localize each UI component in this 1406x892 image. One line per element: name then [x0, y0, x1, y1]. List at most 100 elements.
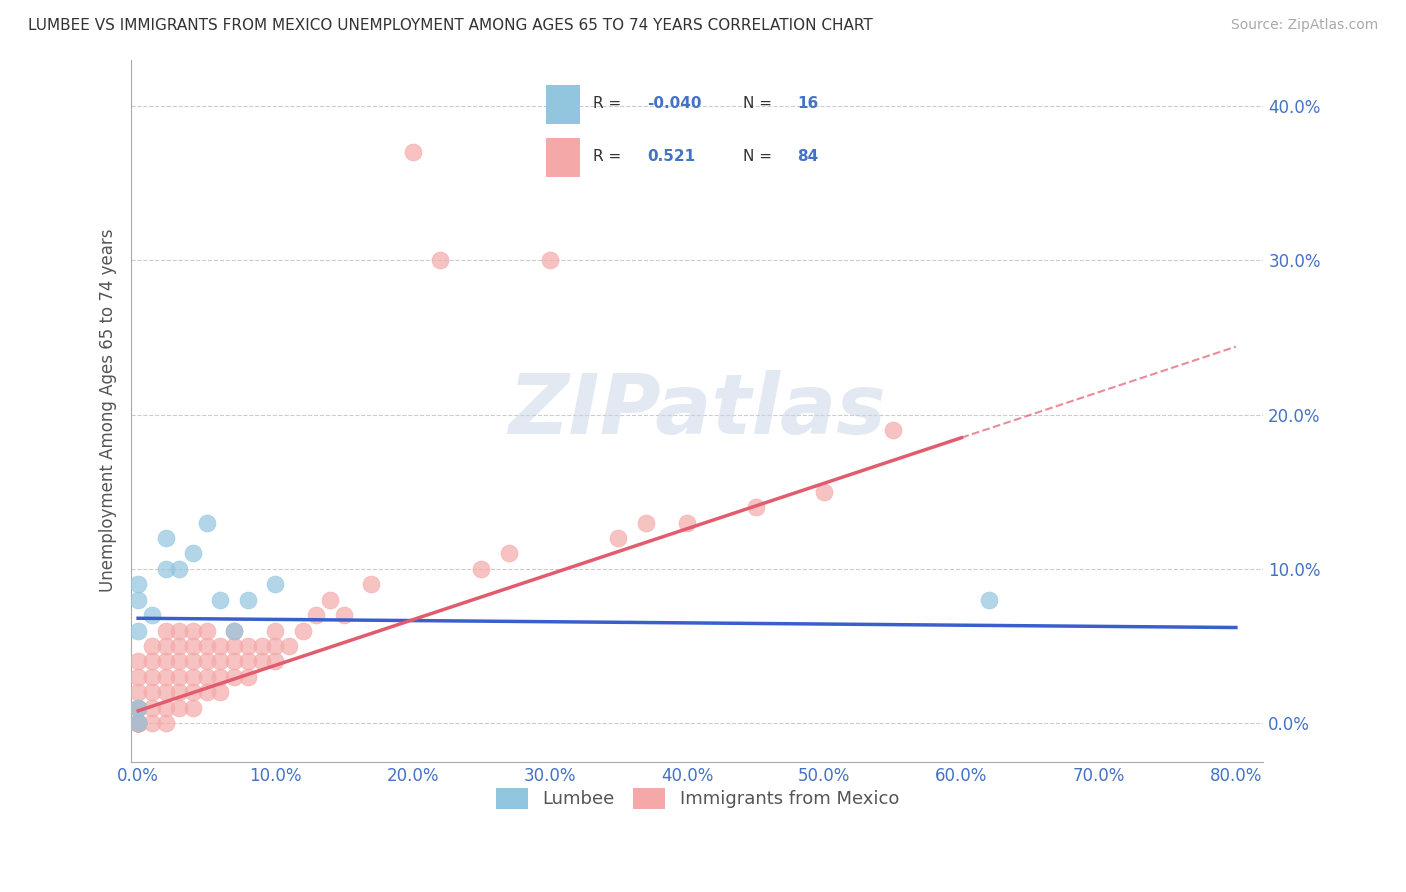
Point: [127, 716, 149, 731]
Point: [236, 639, 259, 653]
Point: [744, 500, 766, 515]
Point: [169, 562, 191, 576]
Point: [127, 624, 149, 638]
Point: [224, 639, 246, 653]
Point: [127, 716, 149, 731]
Point: [977, 592, 1000, 607]
Point: [607, 531, 630, 545]
Point: [264, 655, 287, 669]
Point: [127, 700, 149, 714]
Point: [236, 670, 259, 684]
Point: [155, 531, 177, 545]
Point: [127, 716, 149, 731]
Point: [498, 546, 520, 560]
Y-axis label: Unemployment Among Ages 65 to 74 years: Unemployment Among Ages 65 to 74 years: [100, 229, 117, 592]
Point: [127, 716, 149, 731]
Point: [169, 655, 191, 669]
Point: [155, 700, 177, 714]
Point: [224, 624, 246, 638]
Point: [181, 700, 204, 714]
Text: ZIPatlas: ZIPatlas: [509, 370, 886, 451]
Point: [127, 716, 149, 731]
Point: [401, 145, 423, 160]
Point: [155, 716, 177, 731]
Point: [127, 716, 149, 731]
Point: [195, 624, 218, 638]
Point: [195, 655, 218, 669]
Point: [169, 700, 191, 714]
Point: [127, 716, 149, 731]
Point: [127, 577, 149, 591]
Point: [169, 670, 191, 684]
Point: [264, 639, 287, 653]
Point: [319, 592, 342, 607]
Point: [169, 639, 191, 653]
Point: [181, 670, 204, 684]
Point: [195, 685, 218, 699]
Point: [127, 716, 149, 731]
Point: [634, 516, 657, 530]
Point: [127, 685, 149, 699]
Point: [209, 639, 232, 653]
Point: [127, 716, 149, 731]
Point: [155, 624, 177, 638]
Text: LUMBEE VS IMMIGRANTS FROM MEXICO UNEMPLOYMENT AMONG AGES 65 TO 74 YEARS CORRELAT: LUMBEE VS IMMIGRANTS FROM MEXICO UNEMPLO…: [28, 18, 873, 33]
Point: [141, 716, 163, 731]
Point: [127, 716, 149, 731]
Point: [209, 592, 232, 607]
Text: Source: ZipAtlas.com: Source: ZipAtlas.com: [1230, 18, 1378, 32]
Point: [127, 670, 149, 684]
Point: [141, 700, 163, 714]
Point: [209, 670, 232, 684]
Point: [470, 562, 492, 576]
Point: [264, 577, 287, 591]
Point: [155, 685, 177, 699]
Point: [181, 546, 204, 560]
Point: [141, 639, 163, 653]
Point: [333, 608, 356, 623]
Point: [195, 639, 218, 653]
Point: [429, 253, 451, 268]
Point: [250, 639, 273, 653]
Point: [538, 253, 561, 268]
Point: [155, 670, 177, 684]
Point: [155, 639, 177, 653]
Point: [127, 716, 149, 731]
Point: [224, 655, 246, 669]
Point: [127, 700, 149, 714]
Point: [141, 655, 163, 669]
Point: [127, 716, 149, 731]
Point: [264, 624, 287, 638]
Point: [250, 655, 273, 669]
Point: [360, 577, 382, 591]
Point: [278, 639, 301, 653]
Point: [209, 685, 232, 699]
Point: [224, 624, 246, 638]
Point: [882, 423, 904, 437]
Point: [181, 639, 204, 653]
Legend: Lumbee, Immigrants from Mexico: Lumbee, Immigrants from Mexico: [488, 780, 907, 816]
Point: [127, 716, 149, 731]
Point: [236, 592, 259, 607]
Point: [209, 655, 232, 669]
Point: [236, 655, 259, 669]
Point: [127, 655, 149, 669]
Point: [127, 716, 149, 731]
Point: [141, 608, 163, 623]
Point: [127, 716, 149, 731]
Point: [141, 670, 163, 684]
Point: [155, 562, 177, 576]
Point: [224, 670, 246, 684]
Point: [676, 516, 699, 530]
Point: [813, 484, 835, 499]
Point: [181, 685, 204, 699]
Point: [181, 655, 204, 669]
Point: [169, 685, 191, 699]
Point: [195, 670, 218, 684]
Point: [155, 655, 177, 669]
Point: [127, 716, 149, 731]
Point: [291, 624, 314, 638]
Point: [181, 624, 204, 638]
Point: [127, 700, 149, 714]
Point: [169, 624, 191, 638]
